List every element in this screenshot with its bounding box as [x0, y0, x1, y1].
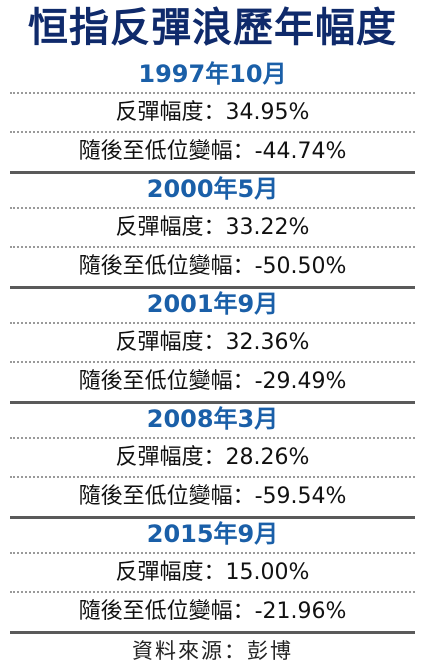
entry-1997: 1997年10月 反彈幅度：34.95% 隨後至低位變幅：-44.74% [0, 56, 425, 174]
fall-value: 隨後至低位變幅：-50.50% [10, 248, 415, 289]
rebound-list: 1997年10月 反彈幅度：34.95% 隨後至低位變幅：-44.74% 200… [0, 56, 425, 634]
period-label: 2015年9月 [10, 516, 415, 554]
page-title: 恒指反彈浪歷年幅度 [28, 5, 397, 51]
entry-2008: 2008年3月 反彈幅度：28.26% 隨後至低位變幅：-59.54% [0, 401, 425, 519]
fall-value: 隨後至低位變幅：-44.74% [10, 133, 415, 174]
fall-value: 隨後至低位變幅：-21.96% [10, 593, 415, 634]
entry-2001: 2001年9月 反彈幅度：32.36% 隨後至低位變幅：-29.49% [0, 286, 425, 404]
rebound-value: 反彈幅度：33.22% [10, 209, 415, 248]
rebound-value: 反彈幅度：15.00% [10, 554, 415, 593]
period-label: 2001年9月 [10, 286, 415, 324]
period-label: 2008年3月 [10, 401, 415, 439]
rebound-value: 反彈幅度：32.36% [10, 324, 415, 363]
fall-value: 隨後至低位變幅：-29.49% [10, 363, 415, 404]
entry-2000: 2000年5月 反彈幅度：33.22% 隨後至低位變幅：-50.50% [0, 171, 425, 289]
period-label: 1997年10月 [10, 56, 415, 94]
fall-value: 隨後至低位變幅：-59.54% [10, 478, 415, 519]
period-label: 2000年5月 [10, 171, 415, 209]
rebound-value: 反彈幅度：28.26% [10, 439, 415, 478]
source-note: 資料來源：彭博 [132, 639, 293, 663]
rebound-value: 反彈幅度：34.95% [10, 94, 415, 133]
entry-2015: 2015年9月 反彈幅度：15.00% 隨後至低位變幅：-21.96% [0, 516, 425, 634]
